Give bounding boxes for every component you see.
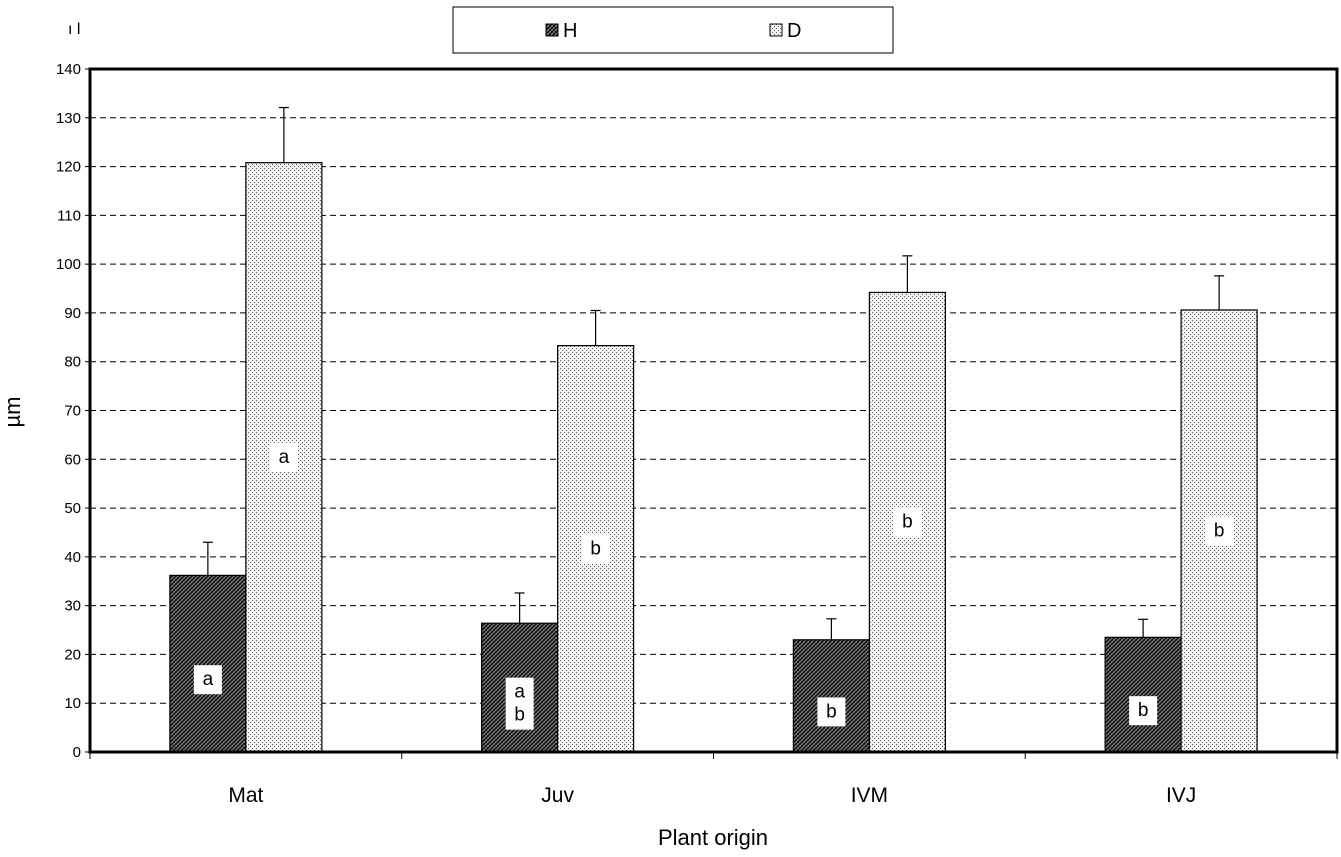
axes: 0 10 20 30 40 50 60 70 80 90 100 110 120 130 140 Mat Juv… — [56, 61, 1339, 807]
sig-label: b — [902, 512, 913, 533]
sig-label: b — [1214, 521, 1225, 542]
y-tick-label: 110 — [57, 207, 81, 224]
category-label: Juv — [541, 784, 574, 807]
sig-label: a — [279, 447, 290, 468]
bar-h — [792, 639, 870, 753]
y-tick-label: 60 — [64, 451, 81, 468]
y-tick-label: 10 — [64, 695, 81, 712]
y-tick-label: 40 — [64, 549, 81, 566]
category-label: Mat — [228, 784, 263, 807]
legend-swatch-d — [769, 23, 783, 37]
y-tick-label: 130 — [56, 110, 81, 127]
legend: H D — [452, 6, 894, 54]
plot-frame — [88, 67, 1339, 754]
legend-label-h: H — [563, 20, 577, 42]
sig-label-box — [193, 665, 222, 695]
y-tick-label: 90 — [64, 305, 81, 322]
y-tick-label: 140 — [56, 61, 81, 78]
y-tick-label: 70 — [64, 403, 81, 420]
y-tick-label: 100 — [56, 256, 81, 273]
bar-h — [1104, 636, 1182, 753]
y-tick-label: 30 — [64, 598, 81, 615]
sig-label-box — [1129, 696, 1158, 726]
sig-label-box — [581, 534, 610, 564]
sig-label-box — [817, 697, 846, 727]
category-label: IVM — [851, 784, 888, 807]
sig-label: b — [1138, 700, 1149, 721]
y-tick-label: 20 — [64, 646, 81, 663]
y-tick-label: 120 — [56, 159, 81, 176]
y-tick-label: 80 — [64, 354, 81, 371]
sig-label-box — [505, 677, 534, 730]
sig-label-box — [269, 442, 298, 472]
corner-mark: ı l — [68, 21, 80, 38]
sig-label-box — [893, 507, 922, 537]
sig-label-box — [1205, 516, 1234, 546]
category-label: IVJ — [1166, 784, 1196, 807]
sig-label: a — [514, 682, 525, 703]
bar-h — [169, 574, 247, 753]
y-tick-label: 50 — [64, 500, 81, 517]
legend-box — [452, 6, 894, 54]
sig-label: b — [590, 538, 601, 559]
sig-label: b — [514, 705, 525, 726]
legend-label-d: D — [787, 20, 801, 42]
y-tick-label: 0 — [73, 744, 81, 761]
y-axis-title: µm — [0, 396, 25, 427]
sig-label: a — [203, 669, 214, 690]
sig-label: b — [826, 701, 837, 722]
legend-swatch-h — [545, 23, 559, 37]
x-axis-title: Plant origin — [658, 825, 768, 850]
grid — [90, 117, 1337, 704]
